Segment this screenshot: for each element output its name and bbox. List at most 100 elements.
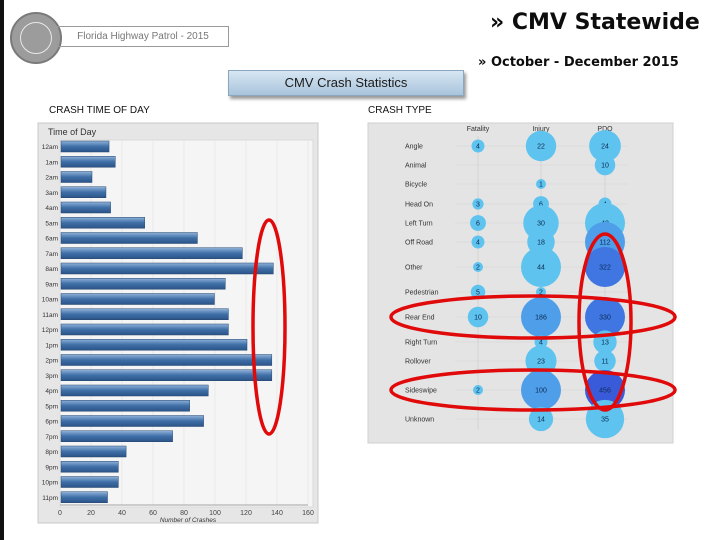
bubble-label: 35 — [601, 417, 609, 424]
y-tick-label: 3pm — [45, 373, 58, 380]
highlight-ellipse — [577, 232, 633, 412]
highlight-ellipse — [389, 294, 677, 340]
bubble-label: 23 — [537, 359, 545, 366]
row-label: Right Turn — [405, 340, 437, 347]
bubble-label: 44 — [537, 265, 545, 272]
bullet-icon: » — [490, 10, 505, 35]
main-title: » CMV Statewide — [490, 10, 700, 35]
seal-inner-ring — [20, 22, 52, 54]
time-bar — [60, 262, 274, 275]
time-bar — [60, 415, 204, 427]
bubble — [471, 235, 485, 249]
row-label: Bicycle — [405, 182, 427, 189]
type-section-label: CRASH TYPE — [368, 105, 432, 116]
row-label: Pedestrian — [405, 290, 439, 297]
y-tick-label: 5pm — [45, 403, 58, 410]
bubble — [521, 247, 561, 287]
bubble — [521, 297, 561, 337]
bubble-label: 322 — [599, 265, 611, 272]
x-tick-label: 100 — [209, 510, 221, 517]
column-header: PDO — [597, 126, 613, 133]
time-bar — [60, 354, 273, 366]
bubble-label: 2 — [539, 290, 543, 297]
bubble — [470, 215, 486, 231]
time-bar — [60, 186, 107, 198]
time-bar — [60, 476, 119, 488]
time-bar — [60, 384, 209, 397]
bubble-label: 22 — [537, 144, 545, 151]
bubble-label: 13 — [601, 340, 609, 347]
y-tick-label: 6pm — [45, 419, 58, 426]
bubble-label: 5 — [476, 290, 480, 297]
bubble-label: 456 — [599, 388, 611, 395]
bubble — [525, 130, 557, 162]
y-tick-label: 4pm — [45, 388, 58, 395]
stats-banner: CMV Crash Statistics — [228, 70, 464, 96]
time-bar — [60, 400, 190, 412]
bubble — [594, 350, 616, 372]
row-label: Unknown — [405, 417, 434, 424]
x-tick-label: 140 — [271, 510, 283, 517]
time-bar — [60, 247, 243, 259]
x-tick-label: 160 — [302, 510, 314, 517]
time-bar — [60, 140, 110, 153]
time-bar — [60, 491, 108, 503]
y-tick-label: 5am — [45, 220, 58, 227]
bubble — [528, 406, 554, 432]
row-label: Angle — [405, 144, 423, 151]
row-label: Rollover — [405, 359, 431, 366]
bubble-label: 330 — [599, 315, 611, 322]
y-tick-label: 2am — [45, 175, 58, 182]
y-tick-label: 3am — [45, 190, 58, 197]
bubble-label: 30 — [537, 221, 545, 228]
bubble — [536, 179, 546, 189]
row-label: Head On — [405, 202, 433, 209]
time-bar — [60, 461, 119, 473]
y-tick-label: 1am — [45, 159, 58, 166]
x-tick-label: 80 — [180, 510, 188, 517]
bubble-label: 4 — [476, 240, 480, 247]
bubble — [473, 262, 483, 272]
row-label: Off Road — [405, 240, 433, 247]
y-tick-label: 8pm — [45, 449, 58, 456]
y-tick-label: 2pm — [45, 358, 58, 365]
y-tick-label: 7pm — [45, 434, 58, 441]
y-tick-label: 7am — [45, 251, 58, 258]
y-tick-label: 11pm — [42, 495, 58, 502]
bubble-label: 18 — [537, 240, 545, 247]
y-tick-label: 1pm — [45, 342, 58, 349]
bubble-label: 2 — [476, 265, 480, 272]
y-tick-label: 9pm — [45, 464, 58, 471]
y-tick-label: 4am — [45, 205, 58, 212]
y-tick-label: 11am — [42, 312, 58, 319]
time-bar — [60, 308, 229, 320]
bubble-label: 14 — [537, 417, 545, 424]
left-edge-bar — [0, 0, 4, 540]
subtitle-text: October - December 2015 — [490, 55, 679, 70]
bubble — [594, 154, 616, 176]
bubble-label: 10 — [474, 315, 482, 322]
time-chart-title: Time of Day — [48, 127, 97, 137]
row-label: Left Turn — [405, 221, 433, 228]
bubble-label: 10 — [601, 163, 609, 170]
time-bar — [60, 445, 127, 458]
bullet-icon: » — [478, 55, 487, 70]
highlight-ellipse — [251, 218, 287, 436]
x-axis-label: Number of Crashes — [160, 517, 217, 524]
bubble — [521, 370, 561, 410]
org-label: Florida Highway Patrol - 2015 — [57, 26, 229, 47]
column-header: Injury — [532, 126, 550, 133]
x-tick-label: 60 — [149, 510, 157, 517]
bubble — [473, 385, 483, 395]
bubble-label: 100 — [535, 388, 547, 395]
bubble-label: 4 — [539, 340, 543, 347]
x-tick-label: 120 — [240, 510, 252, 517]
subtitle: » October - December 2015 — [478, 55, 679, 70]
x-tick-label: 20 — [87, 510, 95, 517]
bubble-label: 24 — [601, 144, 609, 151]
bubble-label: 6 — [539, 202, 543, 209]
time-bar — [60, 156, 116, 168]
bubble-label: 11 — [601, 359, 608, 366]
title-text: CMV Statewide — [511, 10, 700, 35]
